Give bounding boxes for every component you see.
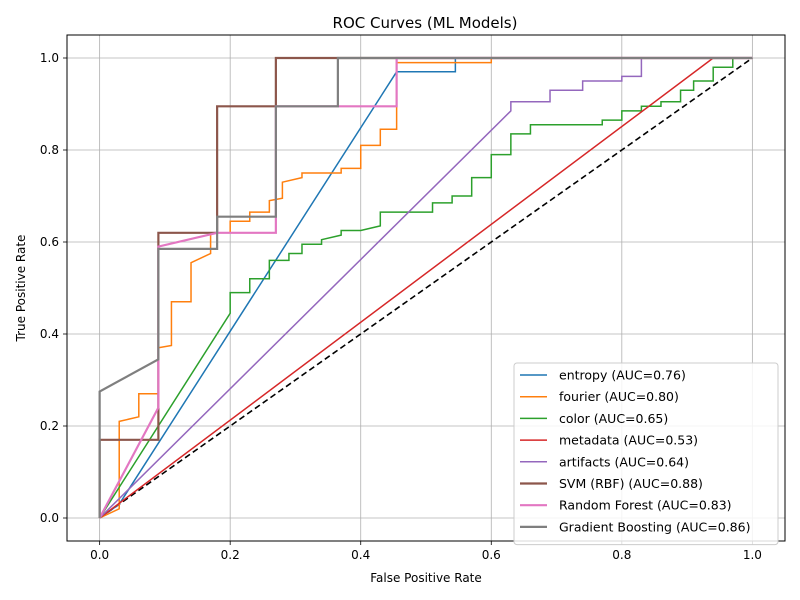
- y-axis-label: True Positive Rate: [14, 235, 28, 343]
- y-tick-label-5: 1.0: [40, 51, 59, 65]
- legend-label-1: fourier (AUC=0.80): [559, 389, 679, 404]
- series-line-4: [99, 57, 753, 519]
- x-axis-label: False Positive Rate: [370, 571, 482, 585]
- legend-label-7: Gradient Boosting (AUC=0.86): [559, 519, 750, 534]
- roc-series-lines: [98, 56, 753, 519]
- x-tick-label-0: 0.0: [90, 548, 109, 562]
- y-tick-label-2: 0.4: [40, 327, 59, 341]
- diagonal-line: [99, 57, 753, 519]
- legend-label-0: entropy (AUC=0.76): [559, 368, 686, 383]
- x-tick-label-3: 0.6: [482, 548, 501, 562]
- y-tick-label-1: 0.2: [40, 419, 59, 433]
- series-line-2: [99, 57, 753, 519]
- x-tick-label-2: 0.4: [351, 548, 370, 562]
- legend-label-4: artifacts (AUC=0.64): [559, 454, 689, 469]
- y-axis-ticks: 0.0 0.2 0.4 0.6 0.8 1.0: [40, 51, 67, 525]
- y-tick-label-4: 0.8: [40, 143, 59, 157]
- plot-frame: [66, 34, 786, 542]
- x-tick-label-1: 0.2: [221, 548, 240, 562]
- legend-label-2: color (AUC=0.65): [559, 411, 668, 426]
- grid-lines: [67, 35, 785, 541]
- x-tick-label-5: 1.0: [743, 548, 762, 562]
- x-tick-label-4: 0.8: [612, 548, 631, 562]
- y-tick-label-0: 0.0: [40, 511, 59, 525]
- y-tick-label-3: 0.6: [40, 235, 59, 249]
- chart-title: ROC Curves (ML Models): [333, 14, 518, 32]
- legend: entropy (AUC=0.76) fourier (AUC=0.80) colo…: [513, 362, 779, 546]
- legend-label-6: Random Forest (AUC=0.83): [559, 498, 732, 513]
- legend-label-5: SVM (RBF) (AUC=0.88): [559, 476, 703, 491]
- diagonal-reference: [99, 57, 753, 519]
- series-line-7: [98, 56, 753, 518]
- legend-box: [513, 362, 779, 546]
- x-axis-ticks: 0.0 0.2 0.4 0.6 0.8 1.0: [90, 541, 762, 562]
- legend-label-3: metadata (AUC=0.53): [559, 433, 698, 448]
